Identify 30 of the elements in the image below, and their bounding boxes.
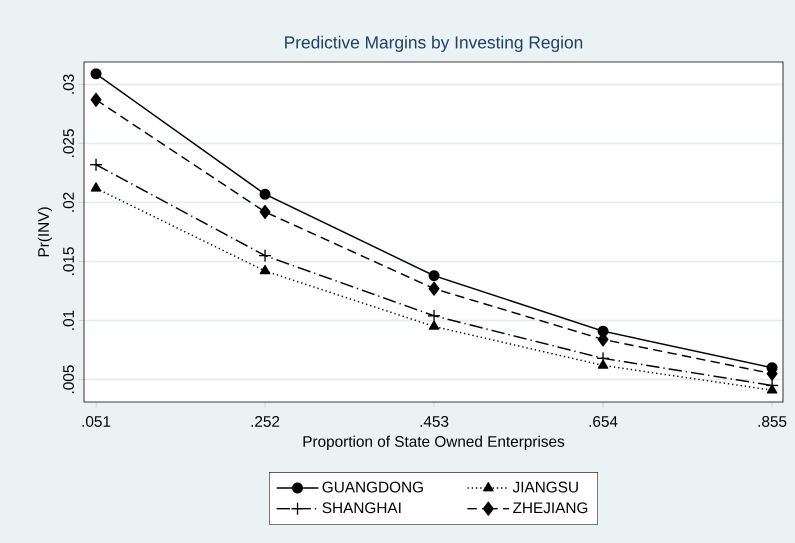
point [90,68,102,80]
x-tick-label: .051 [82,416,110,427]
point [260,204,271,219]
legend-label: ZHEJIANG [513,502,588,514]
legend-label: GUANGDONG [322,482,423,492]
point [428,320,440,330]
point [258,248,272,262]
point [428,282,440,296]
point [260,264,270,274]
point [90,182,102,192]
point [260,188,271,200]
legend-label: JIANGSU [512,482,578,492]
point [427,309,441,322]
y-tick-label: .015 [63,247,74,276]
y-tick-label: .025 [63,129,74,157]
y-tick-label: .01 [63,310,74,330]
x-tick-label: .453 [420,416,448,427]
chart-title: Predictive Margins by Investing Region [285,36,582,52]
x-axis-title: Proportion of State Owned Enterprises [304,436,564,450]
y-axis-title: Pr(INV) [38,207,52,256]
x-tick-label: .252 [252,416,280,427]
y-tick-label: .03 [63,74,74,94]
point [428,270,440,282]
point [90,92,102,107]
y-tick-label: .005 [63,365,74,394]
x-tick-label: .855 [758,416,786,427]
point [89,158,103,172]
x-tick-label: .654 [590,416,618,427]
legend-label: SHANGHAI [322,502,400,514]
y-tick-label: .02 [63,192,74,212]
